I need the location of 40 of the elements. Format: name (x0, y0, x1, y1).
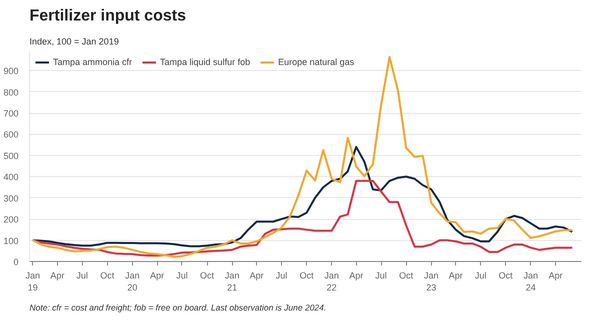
x-tick-label: Apr (448, 270, 463, 280)
legend-label: Europe natural gas (278, 57, 354, 67)
x-tick-label: Apr (349, 270, 364, 280)
y-tick-label: 400 (3, 172, 19, 182)
x-tick-label: Jul (474, 270, 486, 280)
y-tick-label: 300 (3, 193, 19, 204)
y-tick-label: 500 (3, 150, 19, 161)
line-series (32, 180, 574, 257)
x-tick-label: Jan 20 (125, 270, 140, 292)
x-tick-label: Apr (548, 270, 563, 280)
x-tick-label: Jul (276, 270, 288, 280)
x-tick-label: Oct (200, 270, 215, 280)
y-tick-label: 0 (13, 257, 19, 267)
x-tick-label: Apr (150, 270, 164, 280)
chart-title: Fertilizer input costs (30, 8, 186, 24)
x-tick-label: Jan 24 (524, 270, 538, 292)
x-tick-label: Jan 22 (324, 270, 339, 292)
x-tick-label: Jan 21 (224, 270, 240, 292)
legend-label: Tampa ammonia cfr (53, 57, 132, 67)
legend-label: Tampa liquid sulfur fob (160, 57, 250, 67)
y-tick-label: 800 (3, 87, 19, 98)
line-series (32, 56, 574, 258)
y-tick-label: 700 (3, 108, 19, 119)
x-tick-label: Jul (76, 270, 88, 280)
y-tick-label: 100 (3, 236, 19, 246)
x-tick-label: Jul (176, 270, 188, 280)
x-tick-label: Oct (399, 270, 414, 280)
chart-subtitle: Index, 100 = Jan 2019 (30, 36, 119, 46)
x-tick-label: Apr (50, 270, 64, 280)
x-tick-label: Jan 23 (424, 270, 438, 292)
x-tick-label: Oct (100, 270, 115, 280)
y-tick-label: 900 (3, 66, 19, 76)
x-tick-label: Apr (250, 270, 264, 280)
x-tick-label: Jan 19 (26, 270, 40, 292)
x-tick-label: Oct (498, 270, 514, 280)
x-tick-label: Jul (375, 270, 387, 280)
x-tick-label: Oct (300, 270, 314, 280)
y-tick-label: 200 (3, 214, 19, 225)
y-tick-label: 600 (3, 130, 19, 140)
text: Note: cfr = cost and freight; fob = free on board. Last observation is June 2024. (30, 302, 326, 312)
